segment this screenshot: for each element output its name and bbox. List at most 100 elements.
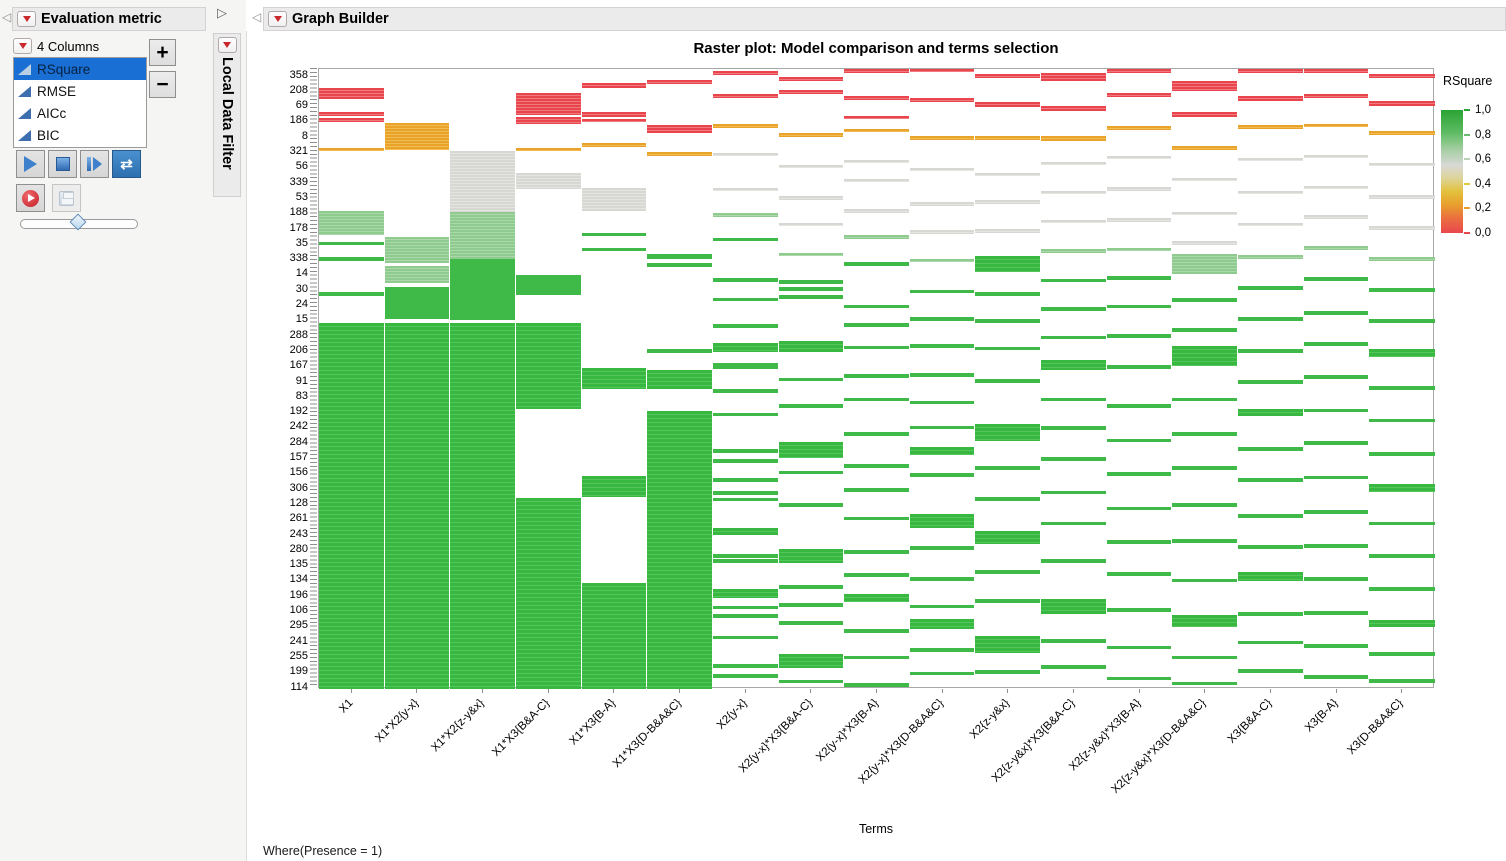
local-data-filter-panel[interactable]: Local Data Filter: [213, 33, 241, 197]
loop-button[interactable]: ⇄: [112, 150, 141, 178]
raster-band[interactable]: [1303, 441, 1369, 445]
raster-band[interactable]: [778, 287, 844, 291]
raster-band[interactable]: [1106, 276, 1172, 280]
raster-band[interactable]: [778, 403, 844, 408]
raster-band[interactable]: [1303, 185, 1369, 190]
filter-red-triangle-button[interactable]: [217, 37, 237, 53]
raster-band[interactable]: [319, 112, 384, 117]
raster-band[interactable]: [909, 514, 975, 528]
raster-band[interactable]: [1106, 126, 1172, 130]
raster-band[interactable]: [1303, 543, 1369, 548]
raster-band[interactable]: [712, 238, 778, 242]
raster-band[interactable]: [1106, 247, 1172, 252]
raster-band[interactable]: [844, 128, 909, 133]
raster-band[interactable]: [581, 248, 647, 252]
raster-band[interactable]: [975, 135, 1041, 140]
raster-band[interactable]: [1238, 96, 1303, 101]
raster-band[interactable]: [1172, 253, 1238, 274]
raster-band[interactable]: [712, 664, 778, 668]
raster-band[interactable]: [1172, 655, 1238, 660]
raster-band[interactable]: [1172, 211, 1238, 216]
raster-column[interactable]: [712, 69, 779, 687]
raster-band[interactable]: [778, 165, 844, 169]
raster-band[interactable]: [909, 69, 975, 73]
raster-band[interactable]: [778, 279, 844, 284]
raster-band[interactable]: [1369, 386, 1435, 391]
legend-gradient-bar[interactable]: [1441, 110, 1463, 233]
raster-band[interactable]: [975, 424, 1041, 441]
raster-column[interactable]: [384, 69, 451, 689]
raster-band[interactable]: [712, 297, 778, 301]
remove-column-button[interactable]: −: [149, 71, 176, 98]
raster-band[interactable]: [1238, 572, 1303, 582]
raster-band[interactable]: [844, 550, 909, 554]
raster-band[interactable]: [450, 259, 515, 321]
raster-band[interactable]: [1369, 288, 1435, 293]
raster-band[interactable]: [1303, 610, 1369, 615]
raster-band[interactable]: [581, 118, 647, 123]
raster-band[interactable]: [712, 343, 778, 352]
raster-band[interactable]: [1041, 457, 1106, 461]
raster-band[interactable]: [712, 527, 778, 535]
raster-band[interactable]: [844, 262, 909, 267]
raster-band[interactable]: [319, 210, 384, 235]
raster-column[interactable]: [844, 69, 910, 687]
raster-band[interactable]: [1369, 587, 1435, 592]
raster-band[interactable]: [515, 117, 581, 124]
raster-band[interactable]: [1369, 257, 1435, 262]
raster-band[interactable]: [844, 432, 909, 437]
raster-band[interactable]: [1172, 614, 1238, 627]
raster-band[interactable]: [1041, 665, 1106, 670]
raster-band[interactable]: [1238, 408, 1303, 417]
raster-band[interactable]: [319, 117, 384, 123]
raster-band[interactable]: [1238, 349, 1303, 353]
raster-column[interactable]: [1172, 69, 1239, 687]
collapse-triangle-icon[interactable]: ◁: [2, 10, 12, 24]
raster-band[interactable]: [844, 345, 909, 350]
raster-band[interactable]: [1369, 651, 1435, 656]
raster-band[interactable]: [844, 463, 909, 468]
raster-band[interactable]: [1172, 397, 1238, 402]
raster-band[interactable]: [319, 257, 384, 261]
raster-band[interactable]: [909, 473, 975, 477]
raster-band[interactable]: [975, 228, 1041, 233]
raster-band[interactable]: [712, 613, 778, 618]
raster-band[interactable]: [1106, 403, 1172, 408]
raster-plot-area[interactable]: [318, 68, 1435, 689]
raster-band[interactable]: [1172, 81, 1238, 91]
raster-band[interactable]: [1172, 465, 1238, 470]
raster-band[interactable]: [1041, 72, 1106, 81]
raster-band[interactable]: [778, 132, 844, 138]
raster-band[interactable]: [712, 458, 778, 463]
record-button[interactable]: [16, 184, 45, 212]
raster-band[interactable]: [712, 558, 778, 564]
raster-band[interactable]: [1238, 317, 1303, 321]
raster-band[interactable]: [1303, 154, 1369, 158]
metric-list-item-aicc[interactable]: AICc: [14, 102, 146, 124]
raster-band[interactable]: [1238, 255, 1303, 259]
raster-band[interactable]: [1106, 472, 1172, 476]
raster-band[interactable]: [1172, 241, 1238, 246]
save-button[interactable]: [52, 184, 81, 212]
raster-band[interactable]: [712, 491, 778, 495]
raster-band[interactable]: [581, 367, 647, 389]
raster-band[interactable]: [1172, 346, 1238, 366]
expand-triangle-icon[interactable]: ▷: [217, 5, 227, 20]
raster-band[interactable]: [1238, 190, 1303, 195]
raster-band[interactable]: [1172, 178, 1238, 182]
raster-band[interactable]: [581, 112, 647, 117]
raster-band[interactable]: [1369, 226, 1435, 231]
raster-column[interactable]: [1106, 69, 1173, 687]
raster-band[interactable]: [1369, 521, 1435, 526]
raster-band[interactable]: [712, 124, 778, 128]
raster-band[interactable]: [909, 425, 975, 430]
raster-band[interactable]: [1303, 310, 1369, 315]
raster-band[interactable]: [1369, 418, 1435, 423]
raster-band[interactable]: [778, 222, 844, 227]
raster-band[interactable]: [1041, 426, 1106, 430]
raster-band[interactable]: [1238, 380, 1303, 384]
step-button[interactable]: [80, 150, 109, 178]
raster-band[interactable]: [1303, 675, 1369, 680]
raster-band[interactable]: [909, 447, 975, 455]
raster-band[interactable]: [975, 292, 1041, 296]
